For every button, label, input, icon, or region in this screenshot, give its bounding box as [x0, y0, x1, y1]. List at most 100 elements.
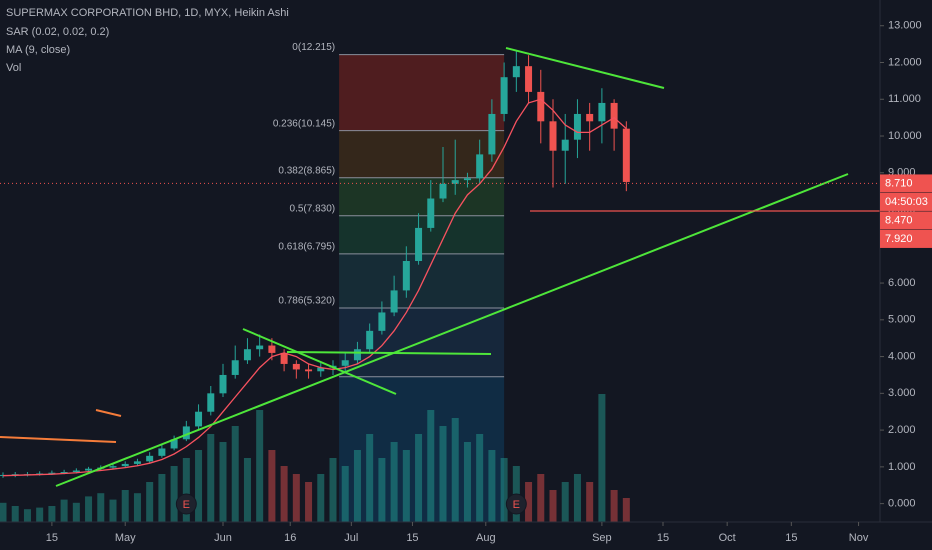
volume-bar: [622, 498, 630, 522]
trend-line: [55, 173, 849, 487]
volume-bar: [207, 434, 215, 522]
candle-body: [415, 227, 423, 261]
volume-bar: [463, 442, 471, 522]
volume-bar: [329, 458, 337, 522]
indicator-label: MA (9, close): [6, 44, 70, 56]
volume-bar: [305, 482, 313, 522]
volume-bar: [500, 458, 508, 522]
trend-line: [242, 328, 397, 395]
candle-body: [85, 468, 93, 471]
fib-band: [339, 177, 505, 216]
volume-bar: [586, 482, 594, 522]
y-tick-label: 4.000: [888, 350, 916, 362]
candle-body: [170, 439, 178, 449]
indicator-label: SAR (0.02, 0.02, 0.2): [6, 26, 109, 38]
chart-title: SUPERMAX CORPORATION BHD, 1D, MYX, Heiki…: [6, 7, 289, 19]
candle-body: [280, 352, 288, 364]
candle-body: [427, 198, 435, 228]
candle-body: [133, 461, 141, 464]
candle-body: [622, 128, 630, 182]
volume-bar: [610, 490, 618, 522]
event-label: E: [183, 499, 190, 511]
x-tick-label: 15: [657, 532, 669, 544]
volume-bar: [561, 482, 569, 522]
volume-bar: [121, 490, 129, 522]
candle-body: [476, 154, 484, 179]
candle-body: [305, 369, 313, 372]
candle-body: [268, 345, 276, 353]
candle-body: [500, 77, 508, 114]
price-label-bg: [880, 229, 932, 248]
candle-body: [598, 102, 606, 122]
candle-body: [610, 102, 618, 129]
trend-line: [0, 436, 117, 443]
volume-bar: [390, 442, 398, 522]
x-tick-label: Oct: [719, 532, 736, 544]
volume-bar: [439, 426, 447, 522]
candle-body: [561, 139, 569, 151]
volume-bar: [451, 418, 459, 522]
volume-bar: [60, 499, 68, 522]
x-tick-label: 15: [406, 532, 418, 544]
volume-bar: [170, 466, 178, 522]
price-label-bg: [880, 211, 932, 230]
volume-bar: [488, 450, 496, 522]
fib-label: 0.5(7.830): [290, 203, 336, 214]
candle-body: [292, 363, 300, 370]
volume-bar: [243, 458, 251, 522]
volume-bar: [537, 474, 545, 522]
candle-body: [537, 91, 545, 122]
candle-body: [158, 448, 166, 456]
candle-body: [341, 360, 349, 366]
x-tick-label: 16: [284, 532, 296, 544]
volume-bar: [256, 410, 264, 522]
candle-body: [231, 360, 239, 375]
candle-body: [439, 183, 447, 199]
candle-body: [219, 374, 227, 394]
trend-line: [286, 351, 492, 355]
candle-body: [48, 472, 56, 474]
volume-bar: [48, 506, 56, 522]
candle-body: [121, 463, 129, 467]
fib-band: [339, 54, 505, 131]
price-label-bg: [880, 174, 932, 193]
candle-body: [390, 290, 398, 313]
volume-bar: [366, 434, 374, 522]
volume-bar: [598, 394, 606, 522]
trend-line: [505, 47, 665, 89]
candle-body: [402, 261, 410, 291]
volume-bar: [133, 493, 141, 522]
x-tick-label: Aug: [476, 532, 496, 544]
y-tick-label: 11.000: [888, 93, 921, 105]
volume-bar: [341, 466, 349, 522]
candle-body: [146, 455, 154, 462]
y-tick-label: 5.000: [888, 314, 916, 326]
volume-bar: [219, 442, 227, 522]
volume-bar: [109, 499, 117, 522]
candle-body: [353, 349, 361, 361]
volume-bar: [402, 450, 410, 522]
y-tick-label: 0.000: [888, 498, 916, 510]
event-label: E: [513, 499, 520, 511]
volume-bar: [182, 458, 190, 522]
candle-body: [60, 472, 68, 474]
indicator-label: Vol: [6, 62, 21, 74]
fib-label: 0(12.215): [292, 42, 335, 53]
y-tick-label: 1.000: [888, 461, 916, 473]
volume-bar: [36, 507, 44, 522]
volume-bar: [85, 496, 93, 522]
volume-bar: [280, 466, 288, 522]
candle-body: [72, 470, 80, 473]
price-label: 8.470: [885, 214, 913, 226]
x-tick-label: Nov: [849, 532, 869, 544]
candle-layer: [0, 51, 630, 478]
y-tick-label: 2.000: [888, 424, 916, 436]
y-tick-label: 6.000: [888, 277, 916, 289]
volume-bar: [146, 482, 154, 522]
candle-body: [256, 345, 264, 350]
price-label: 8.710: [885, 177, 913, 189]
x-tick-label: 15: [785, 532, 797, 544]
candle-body: [586, 113, 594, 122]
x-tick-label: Jul: [344, 532, 358, 544]
volume-bar: [415, 434, 423, 522]
